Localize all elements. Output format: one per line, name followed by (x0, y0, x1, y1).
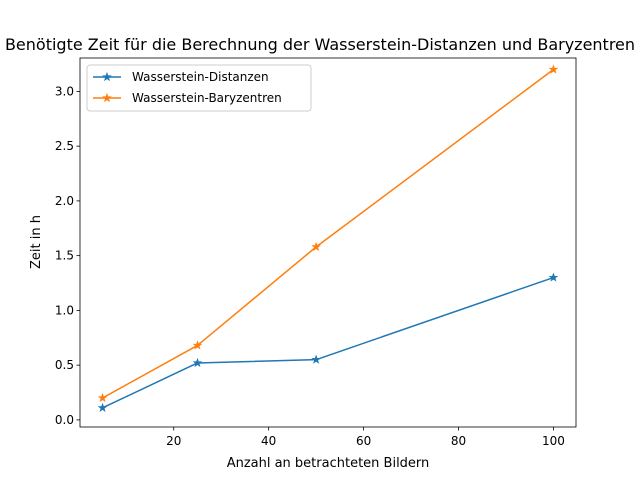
y-tick-label: 2.5 (55, 139, 74, 153)
y-tick-label: 2.0 (55, 194, 74, 208)
y-tick-label: 1.5 (55, 249, 74, 263)
legend-box (86, 64, 312, 112)
x-axis-ticks: 20 40 60 80 100 (166, 427, 565, 448)
y-tick-label: 0.5 (55, 358, 74, 372)
legend: Wasserstein-Distanzen Wasserstein-Baryzen… (86, 64, 312, 112)
series-layer (97, 64, 559, 412)
series-line-2 (102, 68, 554, 399)
data-point-star (97, 392, 108, 403)
legend-star-icon (102, 71, 112, 82)
data-point-star (548, 272, 559, 282)
legend-label-2: Wasserstein-Baryzentren (132, 91, 282, 105)
x-tick-label: 20 (166, 434, 181, 448)
series-line-1 (102, 276, 554, 409)
legend-label-1: Wasserstein-Distanzen (132, 70, 269, 84)
data-point-star (192, 340, 203, 350)
plot-area-frame (79, 57, 577, 428)
y-axis-label: Zeit in h (29, 215, 44, 269)
data-point-star (311, 241, 321, 252)
x-tick-label: 60 (356, 434, 371, 448)
x-tick-label: 80 (451, 434, 466, 448)
y-tick-label: 1.0 (55, 303, 74, 317)
data-point-star (548, 64, 559, 74)
data-point-star (97, 402, 108, 412)
y-tick-label: 3.0 (55, 84, 74, 98)
y-tick-label: 0.0 (55, 413, 74, 427)
x-tick-label: 100 (542, 434, 565, 448)
data-point-star (311, 354, 321, 364)
x-axis-label: Anzahl an betrachteten Bildern (227, 456, 430, 471)
data-point-star (192, 357, 203, 368)
x-tick-label: 40 (261, 434, 276, 448)
legend-star-icon (102, 92, 112, 103)
chart-title: Benötigte Zeit für die Berechnung der Wa… (5, 35, 635, 54)
y-axis-ticks: 0.0 0.5 1.0 1.5 2.0 2.5 3.0 (55, 84, 80, 427)
